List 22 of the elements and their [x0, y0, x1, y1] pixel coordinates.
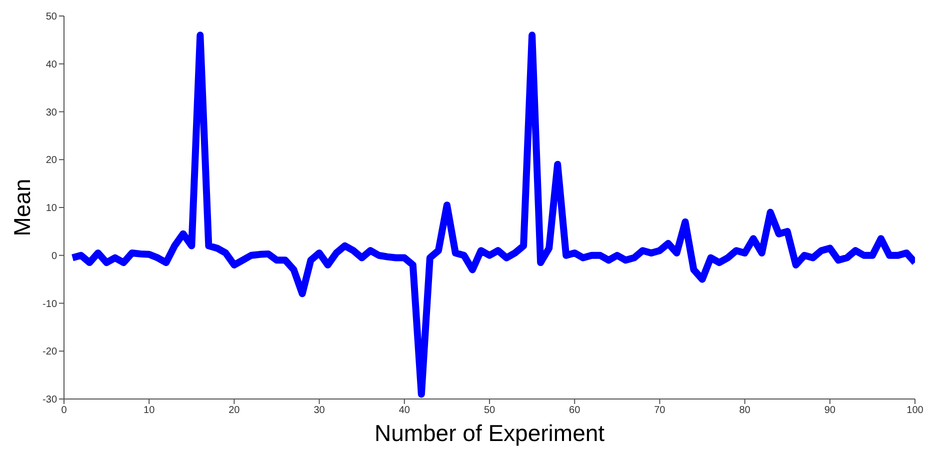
y-tick-label: 20	[46, 155, 58, 166]
x-tick-label: 10	[144, 405, 156, 416]
x-tick-label: 0	[61, 405, 68, 416]
y-tick-label: 10	[46, 203, 58, 214]
y-tick-label: -30	[42, 394, 58, 406]
y-axis-title: Mean	[9, 178, 36, 236]
x-tick-label: 50	[484, 405, 496, 416]
x-tick-label: 100	[906, 405, 924, 416]
y-tick-label: 30	[46, 107, 58, 118]
y-tick-label: -20	[42, 346, 58, 358]
x-tick-label: 70	[654, 405, 666, 416]
x-tick-label: 80	[739, 405, 751, 416]
x-tick-label: 90	[824, 405, 836, 416]
x-tick-label: 30	[314, 405, 326, 416]
y-tick-label: 40	[46, 59, 58, 70]
x-axis-title: Number of Experiment	[374, 420, 606, 446]
x-tick-label: 60	[569, 405, 581, 416]
y-tick-label: 50	[46, 12, 58, 23]
y-tick-label: -10	[42, 298, 58, 310]
x-tick-label: 20	[228, 405, 240, 416]
y-tick-label: 0	[51, 250, 58, 262]
x-tick-label: 40	[398, 405, 410, 416]
